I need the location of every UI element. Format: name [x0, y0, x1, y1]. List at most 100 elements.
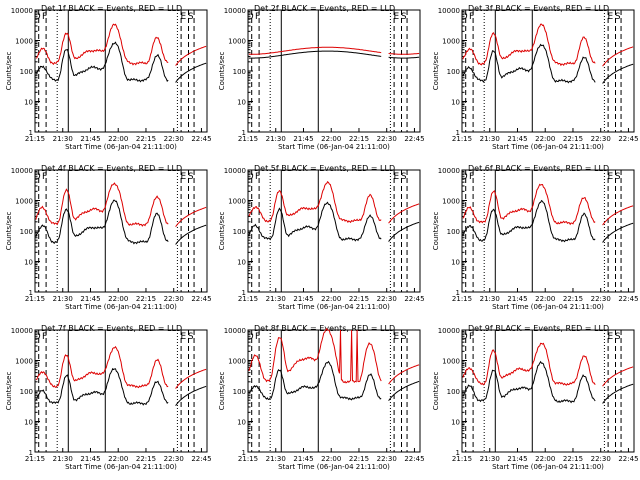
- x-axis-label: Start Time (06-Jan-04 21:11:00): [492, 143, 604, 151]
- y-tick-label: 1: [456, 129, 460, 137]
- x-tick-label: 22:45: [404, 135, 424, 143]
- x-tick-label: 22:00: [321, 295, 341, 303]
- x-tick-label: 22:30: [591, 455, 611, 463]
- marker-label-e: E: [180, 332, 186, 342]
- x-tick-label: 21:15: [452, 295, 472, 303]
- x-tick-label: 22:45: [618, 455, 638, 463]
- x-axis-label: Start Time (06-Jan-04 21:11:00): [278, 463, 390, 471]
- y-tick-label: 10: [237, 99, 246, 107]
- y-tick-label: 1: [242, 289, 246, 297]
- detector-panel-8: Det 8f BLACK = Events, RED = LLD 1 10 100 10…: [218, 324, 425, 471]
- marker-label-s: S: [188, 332, 194, 342]
- marker-label-f: F: [42, 332, 47, 342]
- y-tick-label: 10: [24, 419, 33, 427]
- x-tick-label: 22:00: [321, 455, 341, 463]
- y-tick-label: 10000: [11, 167, 33, 175]
- y-tick-label: 100: [20, 228, 33, 236]
- x-tick-label: 22:45: [404, 455, 424, 463]
- series-line-events: [35, 199, 207, 245]
- y-tick-label: 100: [233, 228, 246, 236]
- x-tick-label: 22:00: [535, 135, 555, 143]
- series-line-lld: [462, 342, 634, 387]
- x-tick-label: 21:30: [266, 295, 286, 303]
- x-tick-label: 21:45: [293, 295, 313, 303]
- series-line-lld: [248, 327, 420, 385]
- x-axis-label: Start Time (06-Jan-04 21:11:00): [65, 463, 177, 471]
- y-tick-label: 1000: [228, 358, 246, 366]
- marker-label-f: F: [42, 12, 47, 22]
- x-tick-label: 22:30: [591, 135, 611, 143]
- y-axis-label: Counts/sec: [5, 212, 13, 251]
- panel-title: Det 1f BLACK = Events, RED = LLD: [41, 4, 182, 13]
- x-tick-label: 21:15: [238, 295, 258, 303]
- marker-label-d: D: [34, 172, 41, 182]
- marker-label-d: D: [247, 172, 254, 182]
- x-tick-label: 22:00: [535, 455, 555, 463]
- y-tick-label: 1: [456, 449, 460, 457]
- series-line-lld: [248, 181, 420, 224]
- marker-label-s: S: [615, 172, 621, 182]
- y-axis-label: Counts/sec: [218, 212, 226, 251]
- panel-title: Det 9f BLACK = Events, RED = LLD: [468, 324, 609, 333]
- x-tick-label: 22:00: [108, 135, 128, 143]
- x-tick-label: 21:30: [266, 135, 286, 143]
- y-tick-label: 1000: [15, 358, 33, 366]
- series-line-events: [35, 367, 207, 406]
- y-tick-label: 1: [29, 129, 33, 137]
- series-line-events: [462, 43, 634, 84]
- y-tick-label: 10: [451, 99, 460, 107]
- series-line-events: [248, 360, 420, 401]
- x-axis-label: Start Time (06-Jan-04 21:11:00): [65, 303, 177, 311]
- x-tick-label: 22:30: [164, 135, 184, 143]
- marker-label-f: F: [255, 12, 260, 22]
- y-tick-label: 10: [451, 259, 460, 267]
- y-tick-label: 10: [237, 259, 246, 267]
- x-tick-label: 22:15: [136, 135, 156, 143]
- marker-label-d: D: [461, 12, 468, 22]
- series-line-events: [35, 41, 207, 83]
- y-tick-label: 1000: [442, 358, 460, 366]
- x-tick-label: 22:15: [349, 135, 369, 143]
- x-tick-label: 22:15: [136, 455, 156, 463]
- x-tick-label: 22:30: [591, 295, 611, 303]
- marker-label-e: E: [607, 172, 613, 182]
- series-line-events: [248, 201, 420, 242]
- x-tick-label: 22:45: [191, 135, 211, 143]
- y-axis-label: Counts/sec: [432, 212, 440, 251]
- x-tick-label: 21:45: [80, 135, 100, 143]
- y-tick-label: 100: [233, 68, 246, 76]
- x-tick-label: 21:45: [507, 135, 527, 143]
- x-tick-label: 21:15: [238, 135, 258, 143]
- x-tick-label: 21:45: [507, 455, 527, 463]
- x-tick-label: 22:00: [535, 295, 555, 303]
- x-tick-label: 21:45: [80, 455, 100, 463]
- marker-label-f: F: [469, 172, 474, 182]
- marker-label-f: F: [255, 332, 260, 342]
- x-tick-label: 21:15: [238, 455, 258, 463]
- x-axis-label: Start Time (06-Jan-04 21:11:00): [492, 463, 604, 471]
- panel-title: Det 4f BLACK = Events, RED = LLD: [41, 164, 182, 173]
- y-tick-label: 10: [24, 259, 33, 267]
- y-tick-label: 10: [237, 419, 246, 427]
- marker-label-e: E: [393, 172, 399, 182]
- marker-label-s: S: [615, 12, 621, 22]
- y-tick-label: 1000: [442, 38, 460, 46]
- x-axis-label: Start Time (06-Jan-04 21:11:00): [278, 143, 390, 151]
- panel-title: Det 6f BLACK = Events, RED = LLD: [468, 164, 609, 173]
- x-tick-label: 21:15: [452, 455, 472, 463]
- y-tick-label: 10000: [438, 327, 460, 335]
- x-axis-label: Start Time (06-Jan-04 21:11:00): [278, 303, 390, 311]
- marker-label-e: E: [393, 12, 399, 22]
- marker-label-f: F: [469, 332, 474, 342]
- x-tick-label: 21:45: [507, 295, 527, 303]
- y-tick-label: 1: [242, 449, 246, 457]
- y-tick-label: 1000: [228, 198, 246, 206]
- y-tick-label: 1: [29, 449, 33, 457]
- panel-title: Det 7f BLACK = Events, RED = LLD: [41, 324, 182, 333]
- x-tick-label: 22:45: [618, 135, 638, 143]
- y-tick-label: 1000: [442, 198, 460, 206]
- series-line-events: [462, 199, 634, 243]
- panel-title: Det 5f BLACK = Events, RED = LLD: [254, 164, 395, 173]
- x-axis-label: Start Time (06-Jan-04 21:11:00): [492, 303, 604, 311]
